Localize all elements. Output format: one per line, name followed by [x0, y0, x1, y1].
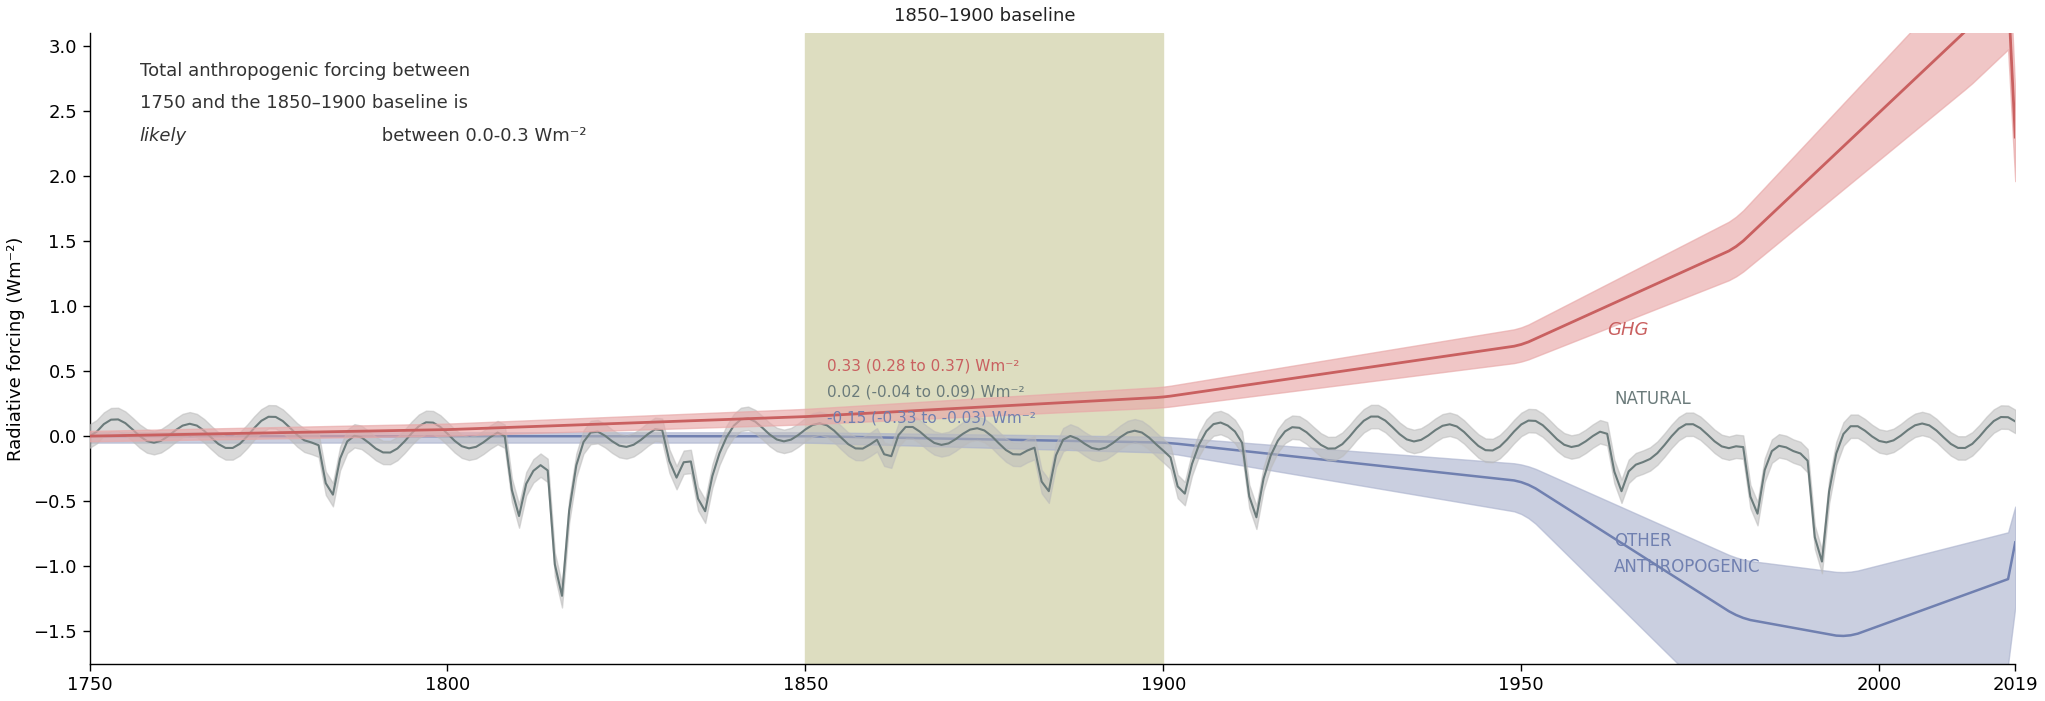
Text: 0.02 (-0.04 to 0.09) Wm⁻²: 0.02 (-0.04 to 0.09) Wm⁻²: [826, 384, 1025, 399]
Text: GHG: GHG: [1607, 320, 1648, 339]
Bar: [806, 33, 1164, 664]
Text: OTHER: OTHER: [1614, 533, 1673, 550]
Text: 1750 and the 1850–1900 baseline is: 1750 and the 1850–1900 baseline is: [139, 95, 468, 112]
Text: 1850–1900 baseline: 1850–1900 baseline: [894, 7, 1076, 25]
Y-axis label: Radiative forcing (Wm⁻²): Radiative forcing (Wm⁻²): [6, 236, 25, 461]
Text: -0.15 (-0.33 to -0.03) Wm⁻²: -0.15 (-0.33 to -0.03) Wm⁻²: [826, 410, 1035, 425]
Text: 0.33 (0.28 to 0.37) Wm⁻²: 0.33 (0.28 to 0.37) Wm⁻²: [826, 358, 1018, 373]
Text: likely: likely: [139, 127, 186, 145]
Text: Total anthropogenic forcing between: Total anthropogenic forcing between: [139, 62, 470, 80]
Text: ANTHROPOGENIC: ANTHROPOGENIC: [1614, 559, 1761, 576]
Text: NATURAL: NATURAL: [1614, 390, 1691, 407]
Text: between 0.0-0.3 Wm⁻²: between 0.0-0.3 Wm⁻²: [376, 127, 587, 145]
